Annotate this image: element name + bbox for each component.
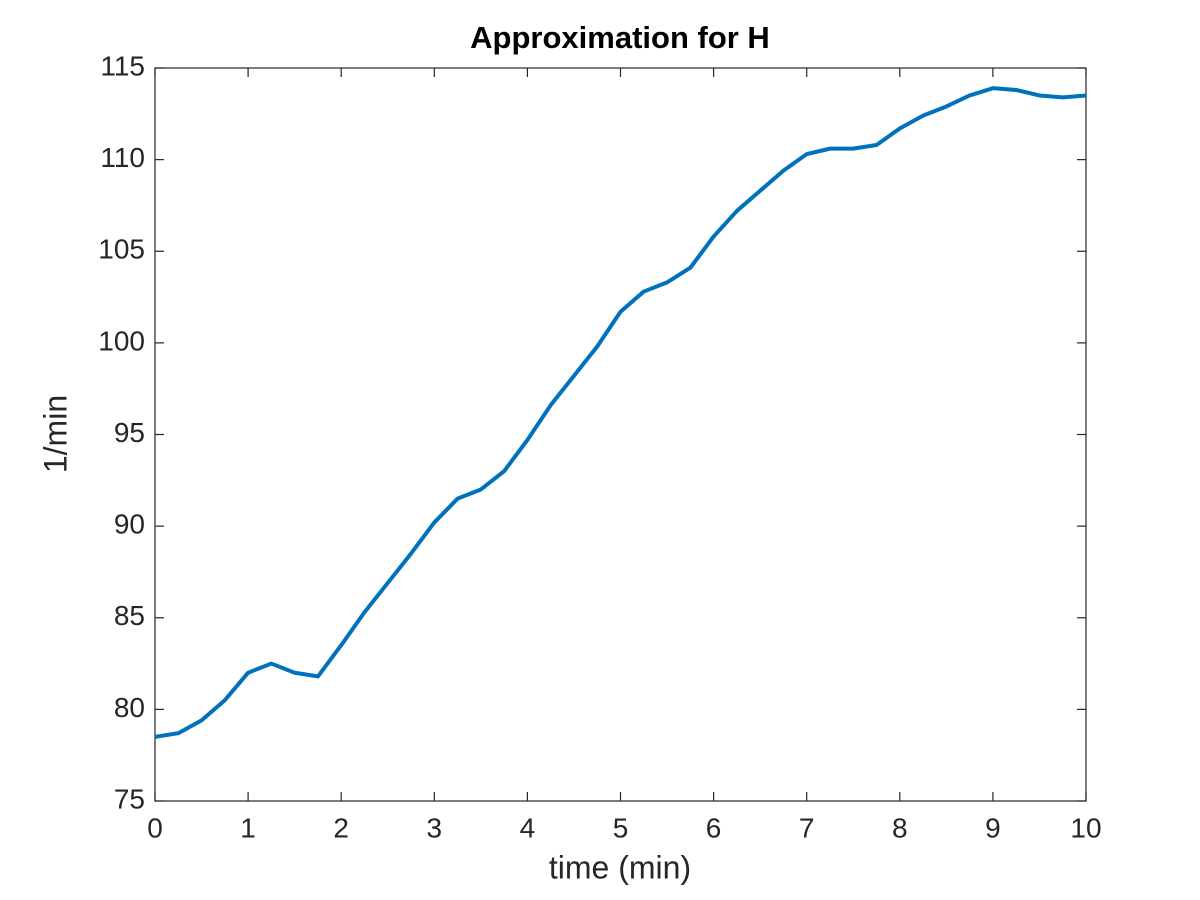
y-tick-label: 90 (114, 509, 145, 540)
x-axis-label: time (min) (549, 849, 691, 885)
x-tick-label: 5 (613, 812, 629, 843)
axes-box (154, 67, 1087, 802)
chart-title: Approximation for H (470, 20, 770, 55)
y-axis-label: 1/min (37, 395, 73, 473)
x-tick-label: 7 (799, 812, 815, 843)
x-tick-label: 9 (985, 812, 1001, 843)
x-tick-label: 1 (240, 812, 256, 843)
y-tick-label: 75 (114, 783, 145, 814)
y-tick-label: 85 (114, 600, 145, 631)
y-tick-label: 110 (100, 142, 145, 173)
x-tick-label: 8 (892, 812, 908, 843)
y-tick-label: 100 (98, 325, 145, 356)
x-tick-label: 2 (333, 812, 349, 843)
y-tick-label: 80 (114, 692, 145, 723)
x-tick-label: 10 (1070, 812, 1101, 843)
y-tick-label: 95 (114, 417, 145, 448)
x-tick-label: 0 (147, 812, 163, 843)
x-tick-label: 6 (706, 812, 722, 843)
y-tick-label: 115 (100, 50, 145, 81)
y-tick-label: 105 (98, 234, 145, 265)
x-tick-label: 3 (427, 812, 443, 843)
x-tick-label: 4 (520, 812, 536, 843)
data-line (154, 86, 1087, 739)
